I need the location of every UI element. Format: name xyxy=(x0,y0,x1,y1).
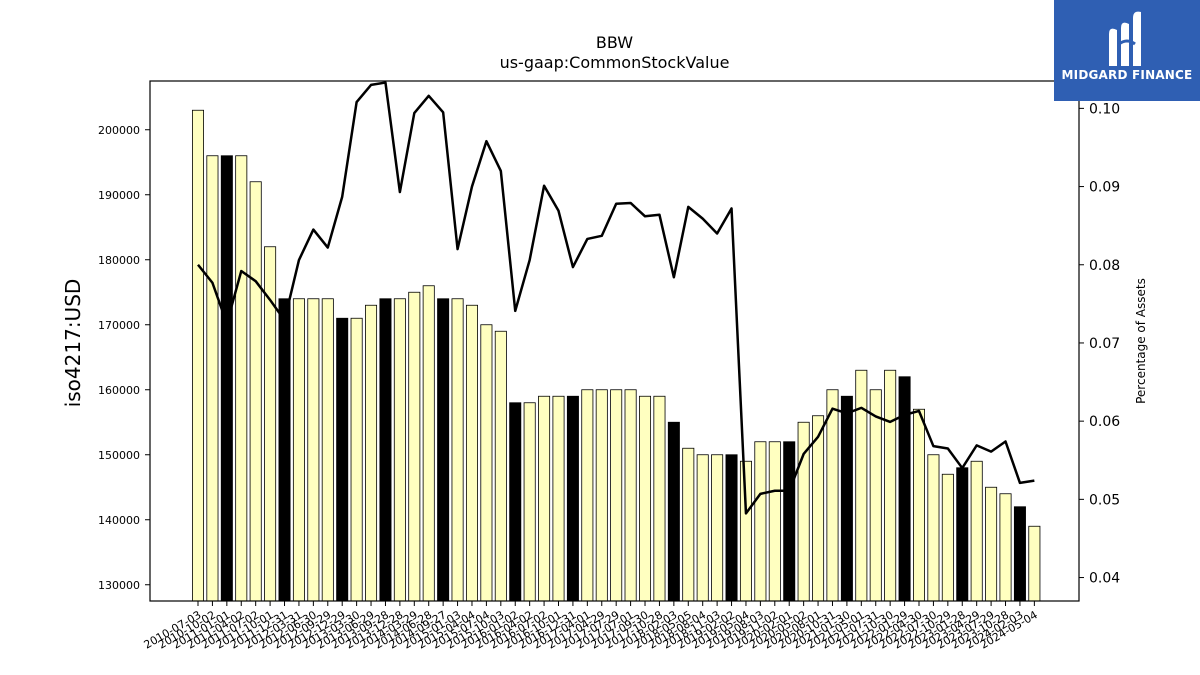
bar-2017-09-30 xyxy=(639,395,652,602)
bar-2016-01-02 xyxy=(509,402,522,602)
bar-2013-09-28 xyxy=(379,298,392,602)
bar-2019-05-04 xyxy=(739,460,752,602)
bar-2016-07-02 xyxy=(538,395,551,602)
bar-2023-01-28 xyxy=(956,467,969,602)
bar-2017-04-01 xyxy=(581,389,594,602)
y2-tick-label: 0.10 xyxy=(1089,101,1120,117)
y2-tick-label: 0.04 xyxy=(1089,571,1120,587)
y2-tick-label: 0.07 xyxy=(1089,336,1120,352)
bar-2015-04-04 xyxy=(465,304,478,602)
bar-2013-03-30 xyxy=(350,317,363,602)
y-tick-label: 170000 xyxy=(98,319,140,332)
y-axis-label: iso4217:USD xyxy=(61,279,85,408)
bar-2012-03-31 xyxy=(292,298,305,602)
y-tick-label: 130000 xyxy=(98,579,140,592)
bar-2023-07-29 xyxy=(985,486,998,602)
bar-2011-04-02 xyxy=(235,155,248,602)
bar-2022-10-29 xyxy=(941,473,954,602)
bar-2012-06-30 xyxy=(307,298,320,602)
bar-2016-04-02 xyxy=(523,402,536,602)
bar-2018-08-04 xyxy=(696,454,709,602)
y-tick-label: 190000 xyxy=(98,189,140,202)
bar-2020-10-31 xyxy=(826,389,839,602)
bar-2021-10-30 xyxy=(884,369,897,602)
y-axis-left: 130000 140000 150000 160000 170000 180000 1900… xyxy=(98,124,150,592)
bar-2019-08-03 xyxy=(754,441,767,602)
midgard-finance-logo: MIDGARD FINANCE xyxy=(1054,0,1200,101)
bar-2010-10-02 xyxy=(206,155,219,602)
bar-2015-01-03 xyxy=(451,298,464,602)
bar-2021-05-01 xyxy=(855,369,868,602)
y-tick-label: 140000 xyxy=(98,514,140,527)
y-tick-label: 150000 xyxy=(98,449,140,462)
bar-2023-04-29 xyxy=(970,460,983,602)
y2-tick-label: 0.08 xyxy=(1089,258,1120,274)
y-tick-label: 200000 xyxy=(98,124,140,137)
bar-2018-11-03 xyxy=(711,454,724,602)
plot-frame xyxy=(149,80,1080,602)
bar-2016-10-01 xyxy=(552,395,565,602)
y2-tick-label: 0.06 xyxy=(1089,414,1120,430)
bar-2010-07-03 xyxy=(191,109,204,602)
bar-2023-10-28 xyxy=(999,493,1012,602)
bar-2020-08-01 xyxy=(812,415,825,602)
bar-2014-06-28 xyxy=(422,285,435,602)
y-tick-label: 160000 xyxy=(98,384,140,397)
bar-2017-10-28 xyxy=(653,395,666,602)
bar-2013-06-29 xyxy=(365,304,378,602)
bar-2017-04-29 xyxy=(595,389,608,602)
bar-2024-02-03 xyxy=(1013,506,1026,602)
bar-2017-07-29 xyxy=(610,389,623,602)
midgard-logo-icon xyxy=(1109,11,1141,67)
bar-2017-07-01 xyxy=(624,389,637,602)
bar-2019-02-02 xyxy=(725,454,738,602)
bar-2014-09-27 xyxy=(437,298,450,602)
bar-2024-05-04 xyxy=(1028,525,1041,602)
y2-tick-label: 0.05 xyxy=(1089,492,1120,508)
bar-2022-04-30 xyxy=(913,408,926,602)
y2-axis-label: Percentage of Assets xyxy=(1134,278,1148,404)
bar-2011-07-02 xyxy=(249,181,262,602)
chart-title: BBW xyxy=(596,33,633,52)
bar-2012-12-29 xyxy=(336,317,349,602)
bar-2022-07-30 xyxy=(927,454,940,602)
bars-layer xyxy=(191,109,1041,602)
bar-2014-03-29 xyxy=(408,291,421,602)
bar-2021-01-30 xyxy=(840,395,853,602)
bar-2018-02-03 xyxy=(667,421,680,602)
bar-2022-01-29 xyxy=(898,376,911,602)
y-tick-label: 180000 xyxy=(98,254,140,267)
bar-2013-12-28 xyxy=(393,298,406,602)
pct-of-assets-line xyxy=(197,81,1035,515)
bar-2015-07-04 xyxy=(480,324,493,602)
y-axis-right: 0.04 0.05 0.06 0.07 0.08 0.09 0.10 xyxy=(1079,101,1120,587)
bar-2015-10-03 xyxy=(494,330,507,602)
bar-2016-12-31 xyxy=(566,395,579,602)
bar-2019-11-02 xyxy=(768,441,781,602)
bar-2020-02-01 xyxy=(783,441,796,602)
bar-2018-05-05 xyxy=(682,447,695,602)
x-axis: 2010-07-032010-10-022011-01-012011-04-02… xyxy=(142,601,1040,652)
y2-tick-label: 0.09 xyxy=(1089,180,1120,196)
bar-2011-01-01 xyxy=(220,155,233,602)
bar-2012-09-29 xyxy=(321,298,334,602)
chart-subtitle: us-gaap:CommonStockValue xyxy=(500,53,730,72)
bar-2021-07-31 xyxy=(869,389,882,602)
bar-2011-12-31 xyxy=(278,298,291,602)
line-layer xyxy=(197,81,1035,515)
logo-text: MIDGARD FINANCE xyxy=(1061,68,1193,82)
